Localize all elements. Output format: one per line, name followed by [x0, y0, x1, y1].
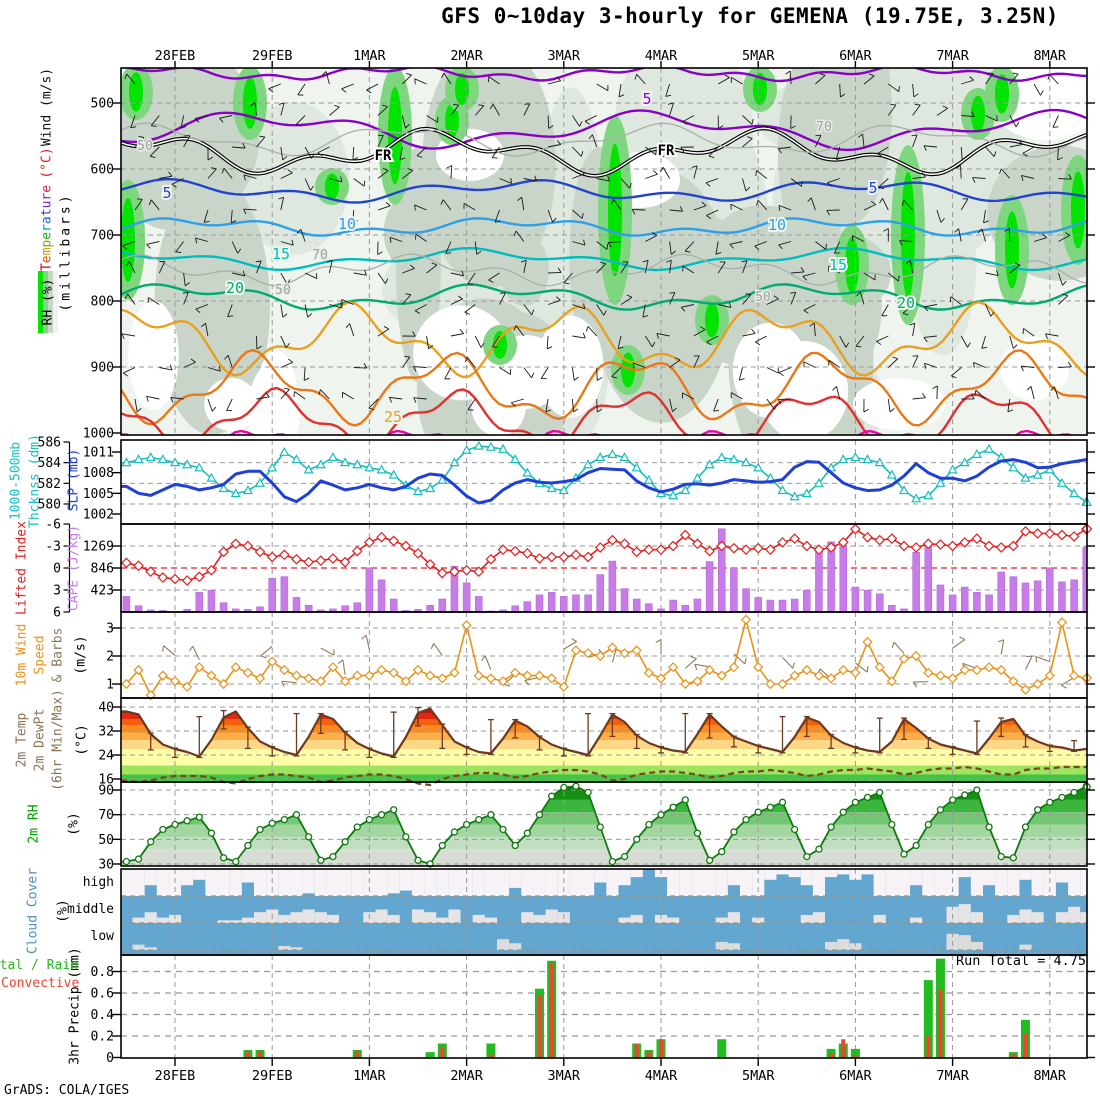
- x-axis-bottom-label: 8MAR: [1034, 1068, 1067, 1084]
- x-axis-bottom-label: 4MAR: [645, 1068, 678, 1084]
- x-axis-bottom-label: 7MAR: [936, 1068, 969, 1084]
- tick-label: 1011: [83, 446, 114, 461]
- tick-label: 20: [897, 294, 915, 312]
- tick-label: 32: [98, 725, 114, 740]
- tick-label: 1008: [83, 466, 114, 481]
- tick-label: 0: [106, 1051, 114, 1066]
- tick-label: 700: [91, 229, 114, 244]
- tick-label: 70: [98, 808, 114, 823]
- x-axis-top-label: 28FEB: [155, 48, 196, 64]
- tick-label: 1002: [83, 508, 114, 523]
- tick-label: FR: [375, 148, 392, 164]
- tick-label: 70: [312, 248, 328, 263]
- cloud-cover-panel: [120, 868, 1088, 956]
- tick-label: 25: [384, 408, 402, 426]
- tick-label: 70: [816, 120, 832, 135]
- rh-shade-legend: [38, 271, 58, 333]
- pressure-panel: 5 FR FR 5 5 10 10 15 15 20 20 25 50 70 50 70 50 500 600 700…: [83, 61, 1095, 442]
- tick-label: 90: [98, 784, 114, 799]
- x-axis-top-label: 8MAR: [1034, 48, 1067, 64]
- run-total-label: Run Total = 4.75: [955, 953, 1086, 969]
- tick-label: 0: [53, 562, 61, 577]
- tick-label: 0.2: [91, 1030, 114, 1045]
- tick-label: 24: [98, 749, 114, 764]
- tick-label: 1: [106, 678, 114, 693]
- tick-label: 0.4: [91, 1008, 115, 1023]
- tick-label: 30: [98, 857, 114, 872]
- x-axis-bottom-label: 29FEB: [252, 1068, 293, 1084]
- cloud-row-label-middle: middle: [67, 902, 114, 917]
- tick-label: 50: [137, 139, 153, 154]
- tick-label: 50: [755, 290, 771, 305]
- x-axis-bottom-label: 3MAR: [548, 1068, 581, 1084]
- x-axis-top-label: 3MAR: [548, 48, 581, 64]
- x-axis-top-label: 7MAR: [936, 48, 969, 64]
- tick-label: 580: [38, 497, 61, 512]
- tick-label: 10: [768, 216, 786, 234]
- tick-label: 500: [91, 97, 114, 112]
- tick-label: 423: [91, 584, 114, 599]
- tick-label: 40: [98, 701, 114, 716]
- tick-label: 6: [53, 605, 61, 620]
- precip-legend-total: Total / Rain: [0, 958, 78, 973]
- tick-label: 1000: [83, 427, 114, 442]
- tick-label: 16: [98, 773, 114, 788]
- wind10m-panel: 3 2 1: [106, 611, 1095, 701]
- tick-label: 3: [106, 622, 114, 637]
- slp-thickness-panel: 1011 1008 1005 1002 586 584 582 580: [38, 436, 1095, 525]
- tick-label: 582: [38, 477, 61, 492]
- tick-label: -6: [45, 518, 61, 533]
- tick-label: 10: [338, 215, 356, 233]
- tick-label: 600: [91, 163, 114, 178]
- tick-label: 5: [642, 90, 651, 108]
- tick-label: FR: [658, 143, 675, 159]
- tick-label: 2: [106, 650, 114, 665]
- x-axis-bottom-label: 6MAR: [839, 1068, 872, 1084]
- chart-title: GFS 0~10day 3-hourly for GEMENA (19.75E,…: [441, 4, 1059, 28]
- x-axis-top-label: 29FEB: [252, 48, 293, 64]
- tick-label: 20: [226, 279, 244, 297]
- x-axis-top-label: 4MAR: [645, 48, 678, 64]
- x-axis-top-label: 5MAR: [742, 48, 775, 64]
- tick-label: 900: [91, 361, 114, 376]
- tick-label: 0.6: [91, 987, 114, 1002]
- tick-label: 50: [98, 833, 114, 848]
- tick-label: 584: [38, 456, 62, 471]
- precip-legend-convective: Convective: [1, 976, 80, 991]
- tick-label: 5: [162, 184, 171, 202]
- tick-label: 15: [829, 256, 847, 274]
- tick-label: -3: [45, 540, 61, 555]
- tick-label: 1005: [83, 487, 114, 502]
- rh2m-panel: 90 70 50 30: [98, 781, 1095, 872]
- x-axis-labels: 28FEB 28FEB 29FEB 29FEB 1MAR 1MAR 2MAR 2MAR 3MAR…: [155, 48, 1067, 1084]
- tick-label: 50: [275, 283, 291, 298]
- precip-panel: 0.8 0.6 0.4 0.2 0: [91, 954, 1095, 1066]
- tick-label: 846: [91, 562, 114, 577]
- tick-label: 3: [53, 583, 61, 598]
- x-axis-bottom-label: 1MAR: [353, 1068, 386, 1084]
- temp2m-panel: 40 32 24 16: [98, 697, 1095, 788]
- x-axis-bottom-label: 2MAR: [450, 1068, 483, 1084]
- x-axis-top-label: 6MAR: [839, 48, 872, 64]
- tick-label: 0.8: [91, 965, 114, 980]
- x-axis-bottom-label: 28FEB: [155, 1068, 196, 1084]
- cloud-row-label-high: high: [82, 875, 114, 890]
- x-axis-bottom-label: 5MAR: [742, 1068, 775, 1084]
- credit-label: GrADS: COLA/IGES: [4, 1083, 130, 1098]
- x-axis-top-label: 2MAR: [450, 48, 483, 64]
- tick-label: 586: [38, 436, 61, 451]
- tick-label: 800: [91, 295, 114, 310]
- cloud-row-label-low: low: [90, 929, 114, 944]
- tick-label: 1269: [83, 540, 114, 555]
- tick-label: 15: [272, 245, 290, 263]
- cape-li-panel: 1269 846 423 -6 -3 0 3 6: [45, 518, 1095, 620]
- x-axis-top-label: 1MAR: [353, 48, 386, 64]
- tick-label: 5: [868, 179, 877, 197]
